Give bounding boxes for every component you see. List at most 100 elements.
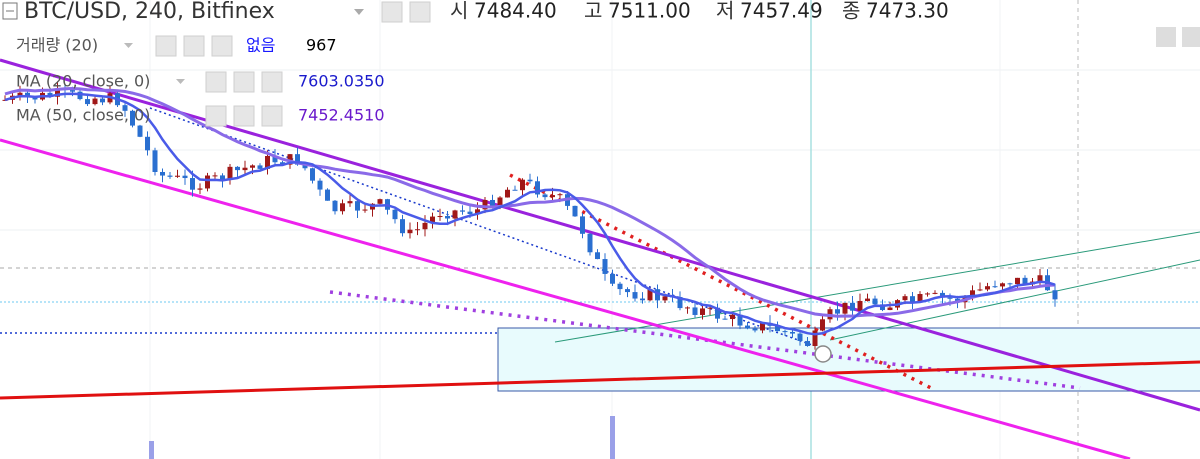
candle-body (985, 286, 990, 290)
candle-body (302, 164, 308, 169)
candle-body (205, 175, 210, 189)
eye-icon[interactable] (381, 1, 403, 23)
candle-body (977, 289, 983, 291)
candle-body (332, 200, 338, 212)
candle-body (190, 178, 195, 190)
candle-body (1015, 277, 1020, 285)
candle-body (482, 199, 488, 210)
settings-icon[interactable] (409, 1, 431, 23)
candle-body (992, 286, 998, 288)
trend-line (829, 259, 1200, 341)
candle-body (220, 175, 225, 180)
candle-body (715, 307, 720, 319)
candle-body (1000, 283, 1005, 287)
candle-body (602, 259, 608, 274)
candle-body (835, 309, 840, 314)
remove-icon[interactable] (261, 105, 283, 127)
candle-body (130, 110, 135, 126)
candle-body (640, 298, 645, 301)
scroll-down-button[interactable] (1156, 27, 1176, 47)
marker-circle (814, 345, 832, 363)
candle-body (1052, 290, 1058, 300)
dropdown-arrow[interactable] (124, 43, 133, 48)
candle-body (550, 195, 555, 198)
trend-line (554, 231, 1200, 343)
remove-icon[interactable] (261, 71, 283, 93)
candle-body (460, 210, 465, 212)
candle-body (610, 273, 615, 284)
settings-icon[interactable] (233, 105, 255, 127)
dropdown-arrow[interactable] (354, 9, 364, 15)
candle-body (160, 171, 165, 176)
candle-body (805, 340, 810, 347)
candle-body (137, 125, 143, 137)
candle-body (152, 150, 158, 172)
candle-body (970, 290, 975, 298)
candle-body (355, 201, 360, 211)
collapse-icon[interactable] (2, 2, 18, 20)
candle-body (377, 199, 383, 204)
settings-icon[interactable] (183, 35, 205, 57)
candle-body (542, 194, 548, 198)
candle-body (452, 210, 458, 219)
candle-body (422, 222, 428, 230)
candle-body (85, 99, 90, 105)
candle-body (820, 319, 825, 331)
candle-body (512, 189, 518, 191)
remove-icon[interactable] (211, 35, 233, 57)
candle-body (392, 209, 398, 220)
open-value: 7484.40 (474, 0, 557, 23)
candle-body (572, 205, 578, 217)
candle-body (745, 325, 750, 329)
candle-body (467, 211, 473, 215)
candle-body (902, 296, 908, 301)
candle-body (887, 307, 893, 311)
low-value: 7457.49 (740, 0, 823, 23)
candle-body (730, 314, 735, 320)
candle-body (317, 180, 323, 190)
candle-body (587, 233, 593, 253)
channel-line (0, 138, 1131, 459)
candle-body (850, 302, 855, 311)
candle-body (625, 289, 630, 293)
candle-body (437, 216, 443, 218)
candle-body (25, 92, 30, 97)
candle-body (362, 209, 368, 211)
candle-body (707, 307, 713, 309)
eye-icon[interactable] (205, 71, 227, 93)
candle-body (340, 203, 345, 212)
volume-name: 거래량 (20) (16, 36, 98, 55)
ma50-value: 7452.4510 (298, 106, 385, 125)
candle-body (1037, 275, 1043, 282)
expand-button[interactable] (1182, 27, 1200, 47)
candle-body (947, 297, 953, 299)
ma50-name: MA (50, close, 0) (16, 106, 150, 125)
candle-body (520, 179, 525, 191)
candle-body (790, 331, 795, 334)
candle-body (842, 302, 848, 314)
volume-ma-label: 없음 (246, 36, 275, 55)
candle-body (2, 99, 8, 101)
close-label: 종 (842, 0, 860, 23)
symbol-title: BTC/USD, 240, Bitfinex (24, 0, 275, 24)
candle-body (325, 189, 330, 201)
dropdown-arrow[interactable] (176, 79, 185, 84)
candle-body (760, 322, 765, 331)
candle-body (580, 216, 585, 234)
candle-body (265, 155, 270, 169)
candle-body (227, 166, 233, 180)
candle-body (1007, 283, 1013, 285)
candle-body (175, 175, 180, 177)
candle-body (505, 189, 510, 198)
close-value: 7473.30 (866, 0, 949, 23)
eye-icon[interactable] (155, 35, 177, 57)
candle-body (737, 314, 743, 326)
volume-value: 967 (306, 36, 337, 55)
candle-body (167, 175, 173, 177)
settings-icon[interactable] (233, 71, 255, 93)
candle-body (872, 298, 878, 305)
eye-icon[interactable] (205, 105, 227, 127)
candle-body (70, 90, 75, 92)
